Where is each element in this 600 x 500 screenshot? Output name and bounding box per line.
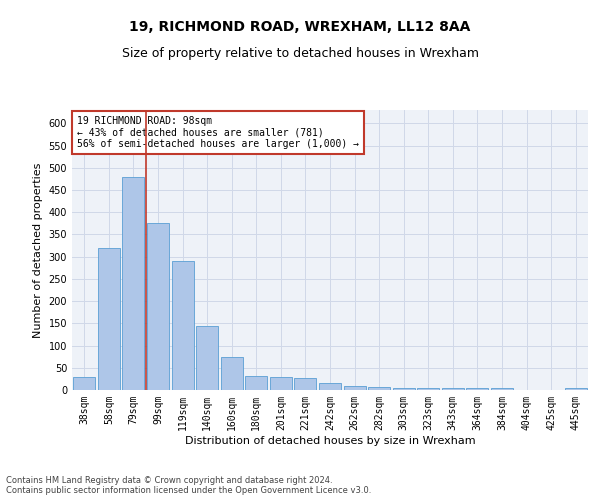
Bar <box>442 388 464 390</box>
Text: Size of property relative to detached houses in Wrexham: Size of property relative to detached ho… <box>121 48 479 60</box>
Bar <box>491 388 513 390</box>
Bar <box>417 388 439 390</box>
Y-axis label: Number of detached properties: Number of detached properties <box>33 162 43 338</box>
Bar <box>319 383 341 390</box>
Bar <box>221 356 243 390</box>
Bar <box>122 176 145 390</box>
Bar <box>245 376 268 390</box>
Bar <box>196 326 218 390</box>
Bar <box>98 248 120 390</box>
Bar <box>466 388 488 390</box>
Bar <box>565 388 587 390</box>
Bar <box>172 261 194 390</box>
Bar <box>368 387 390 390</box>
Bar <box>392 388 415 390</box>
Text: Contains HM Land Registry data © Crown copyright and database right 2024.
Contai: Contains HM Land Registry data © Crown c… <box>6 476 371 495</box>
X-axis label: Distribution of detached houses by size in Wrexham: Distribution of detached houses by size … <box>185 436 475 446</box>
Bar <box>147 224 169 390</box>
Text: 19, RICHMOND ROAD, WREXHAM, LL12 8AA: 19, RICHMOND ROAD, WREXHAM, LL12 8AA <box>130 20 470 34</box>
Bar <box>270 377 292 390</box>
Bar <box>344 386 365 390</box>
Text: 19 RICHMOND ROAD: 98sqm
← 43% of detached houses are smaller (781)
56% of semi-d: 19 RICHMOND ROAD: 98sqm ← 43% of detache… <box>77 116 359 149</box>
Bar <box>73 376 95 390</box>
Bar <box>295 378 316 390</box>
